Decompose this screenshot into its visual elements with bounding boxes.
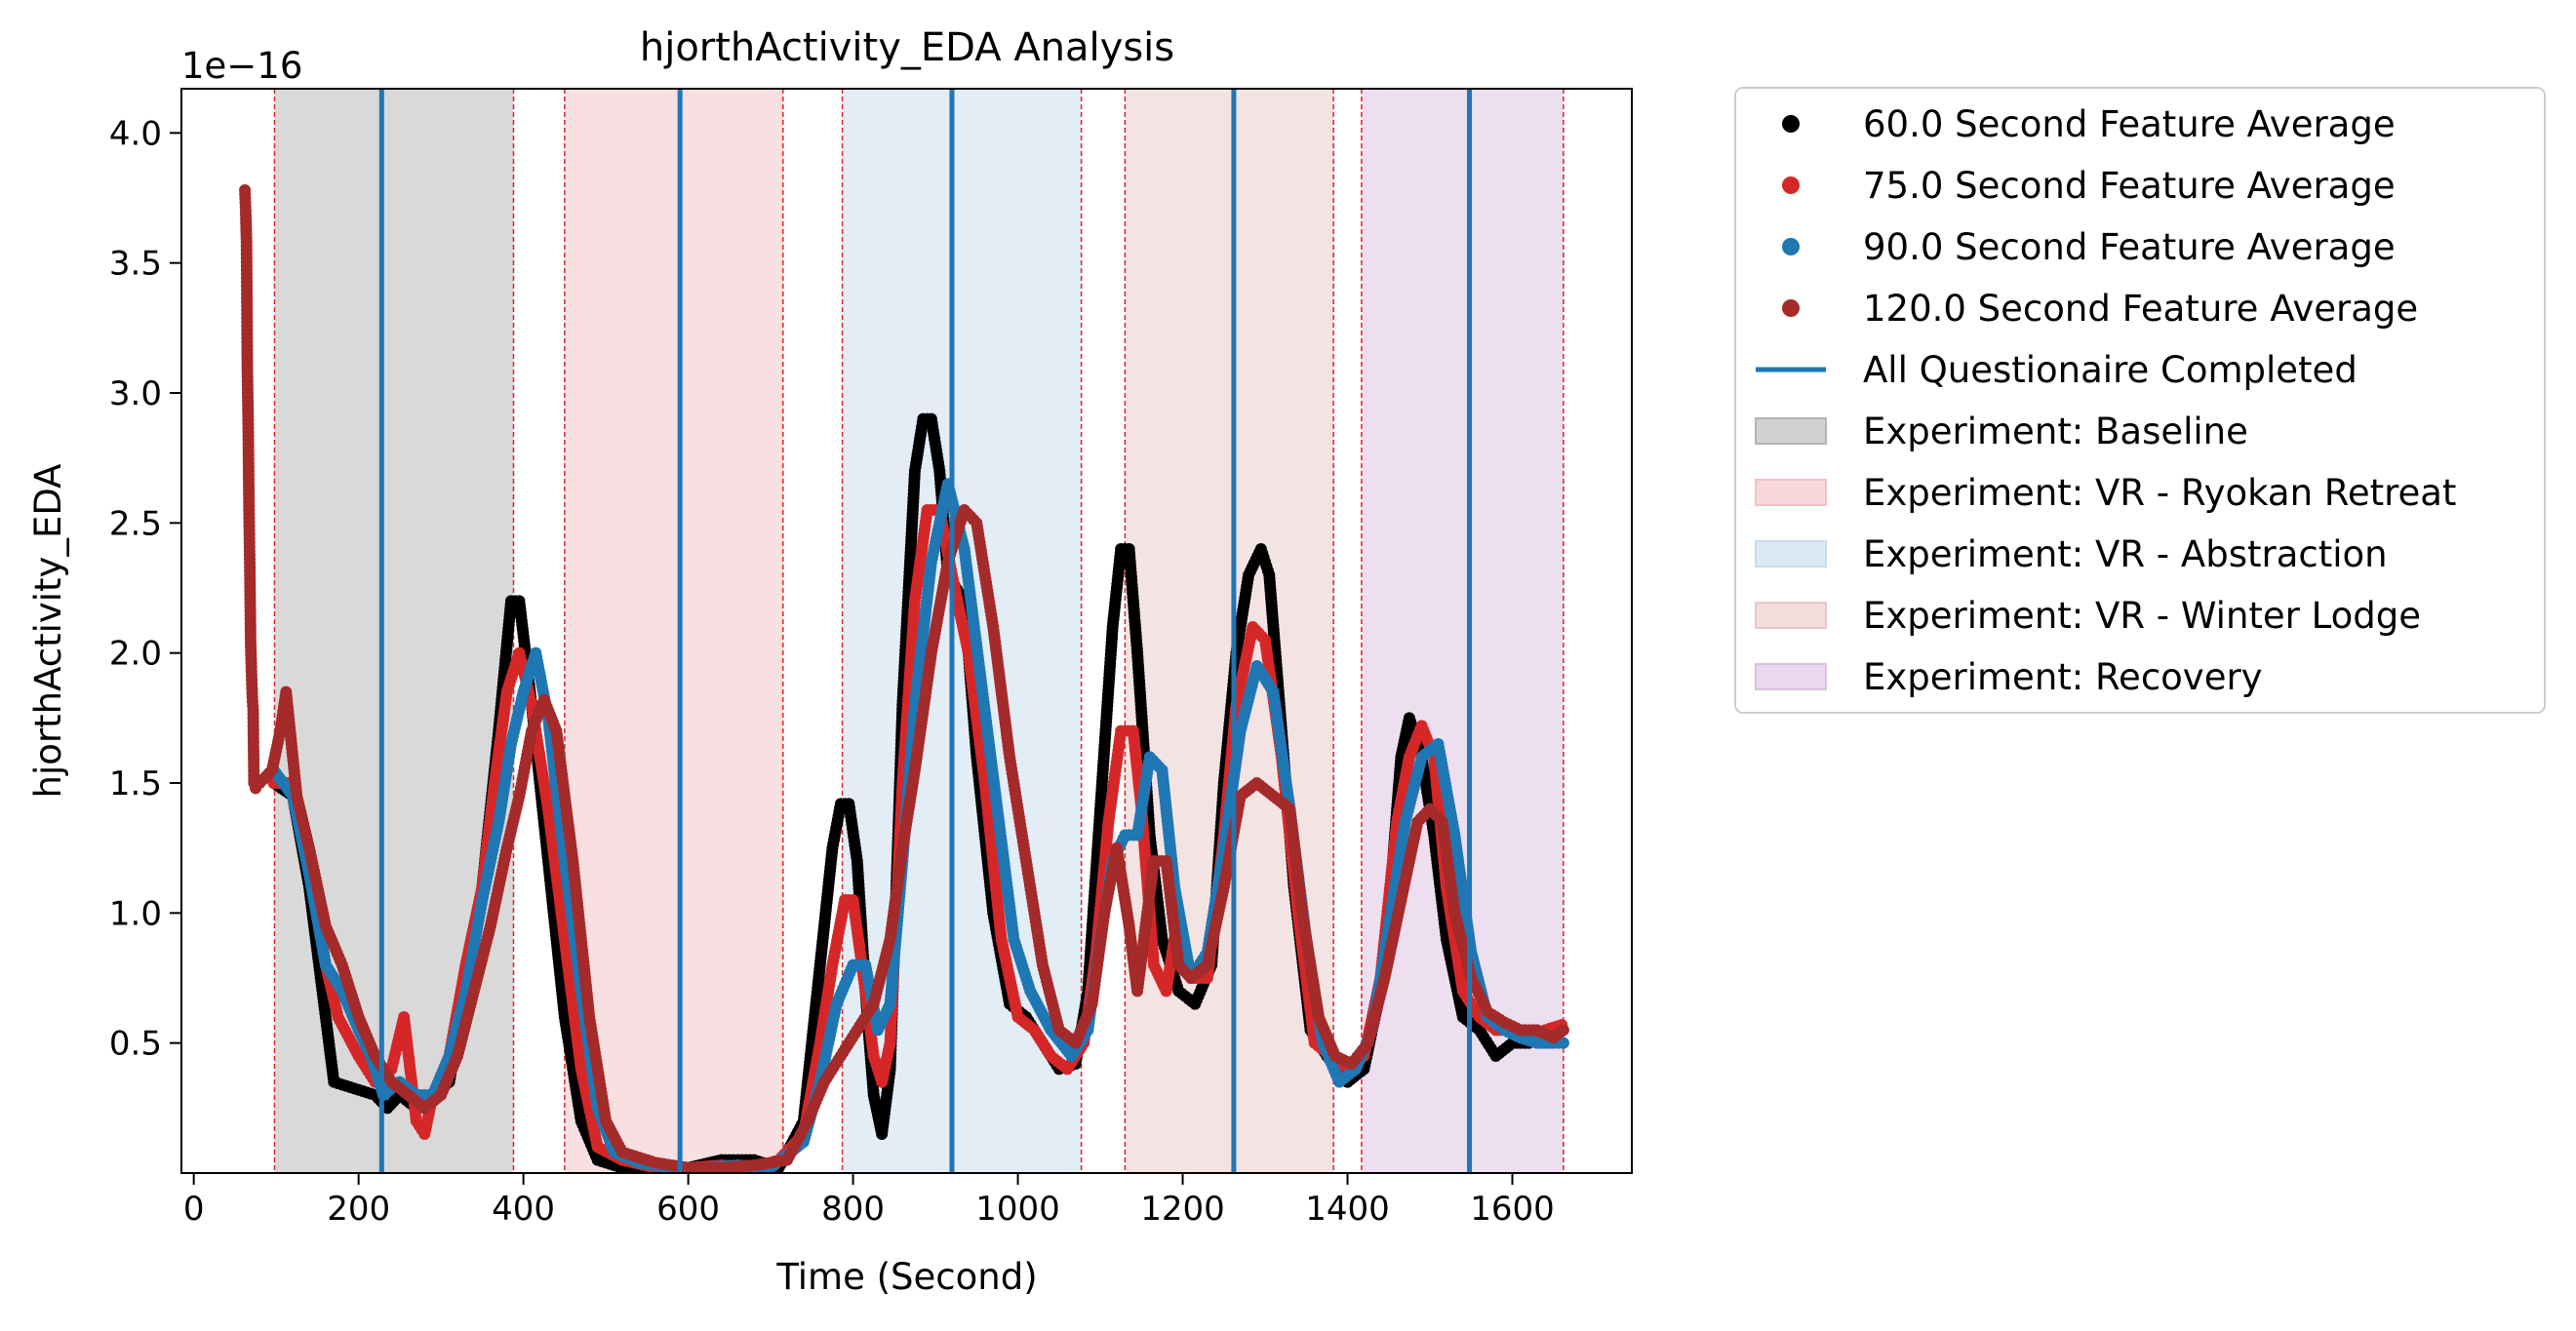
phase-band: [274, 89, 513, 1173]
phase-band: [565, 89, 783, 1173]
phase-band: [1125, 89, 1333, 1173]
